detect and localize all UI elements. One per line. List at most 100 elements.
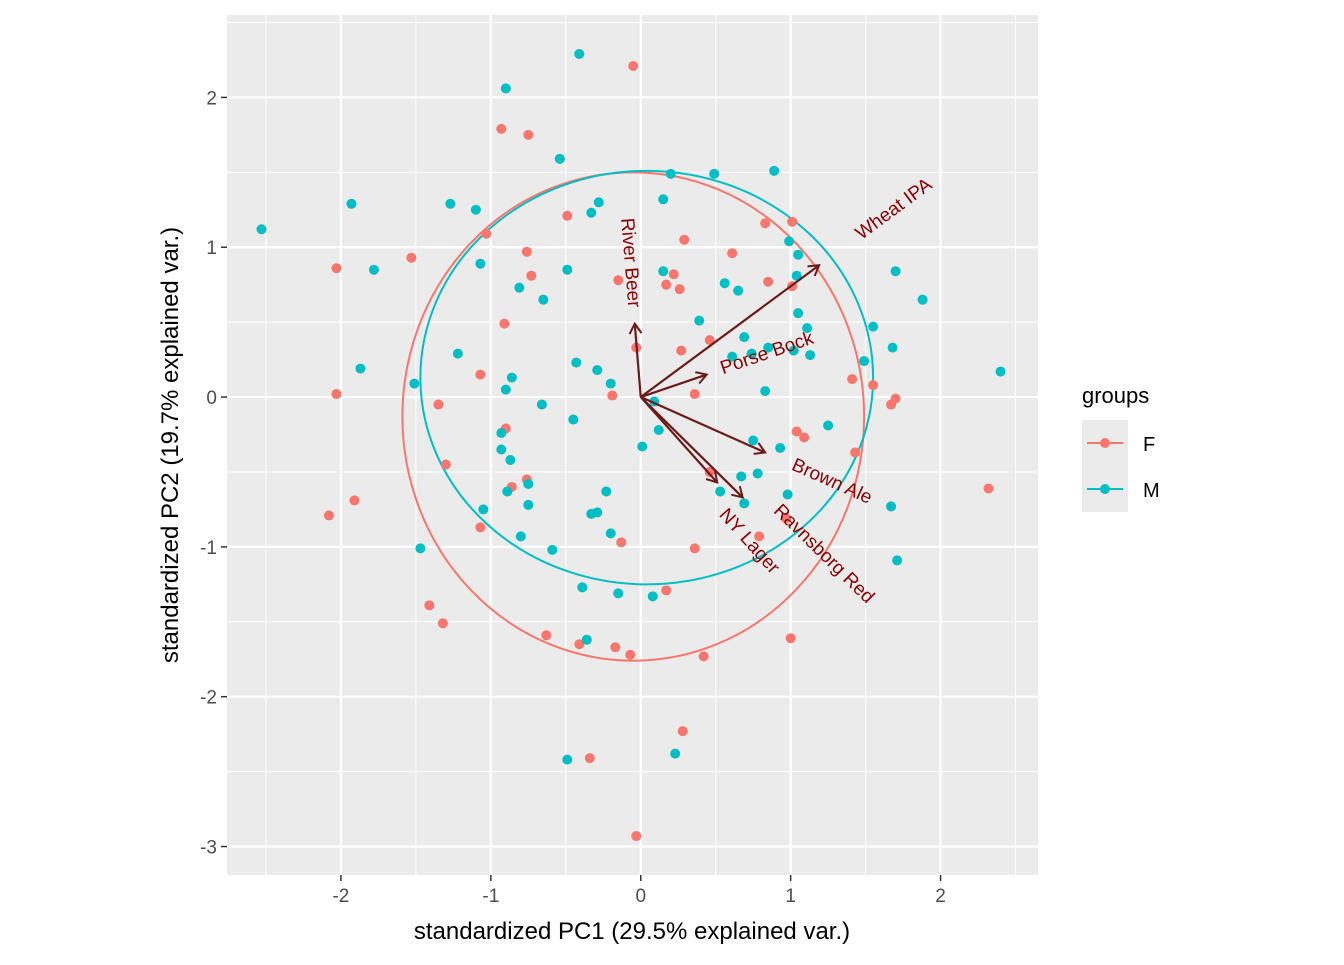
point-group-m <box>554 153 565 164</box>
point-group-f <box>331 263 342 274</box>
point-group-m <box>452 348 463 359</box>
point-group-f <box>754 531 765 542</box>
point-group-f <box>437 618 448 629</box>
point-group-m <box>536 399 547 410</box>
point-group-f <box>584 753 595 764</box>
point-group-f <box>424 600 435 611</box>
point-group-f <box>496 123 507 134</box>
point-group-f <box>760 218 771 229</box>
point-group-m <box>769 165 780 176</box>
point-group-m <box>859 356 870 367</box>
point-group-m <box>506 372 517 383</box>
point-group-f <box>847 374 858 385</box>
point-group-m <box>782 489 793 500</box>
point-group-m <box>415 543 426 554</box>
point-group-m <box>665 168 676 179</box>
y-axis-label: standardized PC2 (19.7% explained var.) <box>157 227 184 663</box>
point-group-f <box>631 831 642 842</box>
point-group-m <box>760 386 771 397</box>
point-group-m <box>547 544 558 555</box>
point-group-m <box>581 634 592 645</box>
x-tick-label: 1 <box>785 886 796 907</box>
point-group-m <box>605 528 616 539</box>
point-group-f <box>613 275 624 286</box>
x-axis-label: standardized PC1 (29.5% explained var.) <box>414 918 850 945</box>
point-group-m <box>886 501 897 512</box>
point-group-f <box>610 642 621 653</box>
point-group-f <box>628 60 639 71</box>
point-group-f <box>349 495 360 506</box>
point-group-m <box>496 428 507 439</box>
point-group-f <box>406 252 417 263</box>
point-group-f <box>799 432 810 443</box>
point-group-m <box>355 363 366 374</box>
point-group-m <box>715 486 726 497</box>
point-group-m <box>601 486 612 497</box>
point-group-f <box>521 246 532 257</box>
point-group-m <box>775 442 786 453</box>
y-tick-label: 0 <box>206 388 217 409</box>
point-group-m <box>562 754 573 765</box>
y-tick-label: -1 <box>200 538 217 559</box>
point-group-m <box>445 198 456 209</box>
point-group-m <box>562 264 573 275</box>
legend: groups F M <box>1082 383 1160 512</box>
point-group-m <box>586 207 597 218</box>
ellipse-group-f <box>401 171 866 662</box>
point-group-f <box>523 129 534 140</box>
point-group-m <box>784 236 795 247</box>
point-group-f <box>433 399 444 410</box>
y-tick-label: -2 <box>200 688 217 709</box>
x-tick-label: -2 <box>332 886 349 907</box>
point-group-m <box>613 588 624 599</box>
point-group-m <box>256 224 267 235</box>
point-group-m <box>887 342 898 353</box>
point-group-m <box>868 321 879 332</box>
point-group-m <box>514 282 525 293</box>
point-group-m <box>577 582 588 593</box>
point-group-m <box>995 366 1006 377</box>
arrow-wheat-ipa <box>640 264 821 398</box>
point-group-m <box>802 323 813 334</box>
point-group-m <box>736 471 747 482</box>
arrow-ny-lager <box>639 396 719 484</box>
ellipse-group-m <box>419 169 875 586</box>
legend-key-point-m <box>1100 484 1110 494</box>
point-group-m <box>733 285 744 296</box>
point-group-m <box>574 48 585 59</box>
point-group-m <box>748 435 759 446</box>
point-group-m <box>890 266 901 277</box>
point-group-m <box>592 365 603 376</box>
point-group-m <box>470 204 481 215</box>
y-tick-label: 1 <box>206 238 217 259</box>
point-group-m <box>605 378 616 389</box>
legend-key-point-f <box>1100 438 1110 448</box>
point-group-f <box>440 459 451 470</box>
x-tick-label: 0 <box>635 886 646 907</box>
legend-label-m: M <box>1143 480 1160 502</box>
arrow-brown-ale <box>640 396 767 455</box>
point-group-m <box>658 266 669 277</box>
point-group-m <box>346 198 357 209</box>
legend-label-f: F <box>1143 434 1155 456</box>
x-tick-label: 2 <box>935 886 946 907</box>
point-group-f <box>526 270 537 281</box>
point-group-f <box>689 543 700 554</box>
point-group-m <box>593 197 604 208</box>
point-group-m <box>368 264 379 275</box>
point-group-f <box>541 630 552 641</box>
point-group-m <box>694 315 705 326</box>
point-group-m <box>647 591 658 602</box>
point-group-m <box>719 278 730 289</box>
arrow-river-beer <box>628 321 643 398</box>
point-group-f <box>676 345 687 356</box>
y-tick-label: -3 <box>200 838 217 859</box>
point-group-f <box>323 510 334 521</box>
point-group-f <box>787 216 798 227</box>
point-group-f <box>625 649 636 660</box>
point-group-f <box>983 483 994 494</box>
point-group-f <box>704 335 715 346</box>
point-group-m <box>515 531 526 542</box>
point-group-m <box>763 342 774 353</box>
